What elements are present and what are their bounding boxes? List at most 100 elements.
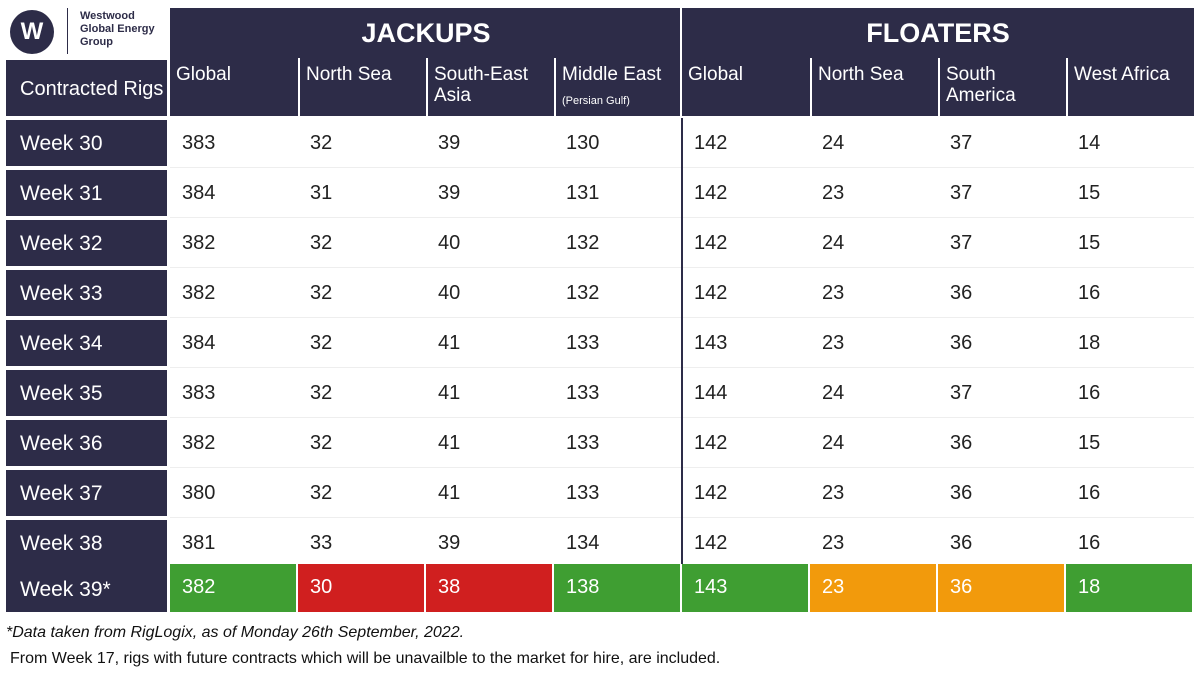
table-cell: 23: [822, 182, 845, 204]
table-cell: 23: [822, 482, 845, 504]
table-cell: 31: [310, 182, 333, 204]
column-label: Global: [176, 64, 231, 85]
column-label: North Sea: [818, 64, 904, 85]
logo-mark: W: [10, 10, 54, 54]
table-cell: 142: [694, 532, 728, 554]
table-cell: 15: [1078, 432, 1101, 454]
row-label: Week 32: [6, 220, 167, 266]
table-cell: 134: [566, 532, 600, 554]
table-cell: 32: [310, 332, 333, 354]
column-header: North Sea: [810, 58, 934, 116]
table-cell: 16: [1078, 282, 1101, 304]
table-cell: 382: [170, 564, 298, 612]
table-cell: 32: [310, 382, 333, 404]
table-cell: 23: [822, 282, 845, 304]
table-cell: 144: [694, 382, 728, 404]
row-label: Week 36: [6, 420, 167, 466]
row-label: Week 39*: [6, 566, 167, 612]
column-header: Global: [170, 58, 294, 116]
table-cell: 24: [822, 232, 845, 254]
table-cell: 142: [694, 282, 728, 304]
table-cell: 32: [310, 232, 333, 254]
table-cell: 18: [1078, 332, 1101, 354]
table-cell: 39: [438, 132, 461, 154]
table-cell: 16: [1078, 482, 1101, 504]
table-cell: 24: [822, 432, 845, 454]
column-label: Middle East: [562, 64, 662, 85]
row-label: Week 34: [6, 320, 167, 366]
table-cell: 41: [438, 482, 461, 504]
table-cell: 40: [438, 232, 461, 254]
table-cell: 142: [694, 132, 728, 154]
logo-text: Global Energy: [80, 23, 155, 35]
table-cell: 23: [810, 564, 938, 612]
column-header: South America: [938, 58, 1062, 116]
table-cell: 133: [566, 482, 600, 504]
column-header: Middle East (Persian Gulf): [554, 58, 678, 116]
header-band: [170, 8, 680, 116]
table-cell: 143: [694, 332, 728, 354]
table-cell: 16: [1078, 532, 1101, 554]
footnote: From Week 17, rigs with future contracts…: [10, 650, 721, 667]
row-label: Week 38: [6, 520, 167, 566]
table-cell: 133: [566, 432, 600, 454]
table-cell: 384: [182, 182, 216, 204]
table-cell: 36: [950, 432, 973, 454]
table-cell: 36: [950, 482, 973, 504]
table-cell: 39: [438, 532, 461, 554]
table-cell: 133: [566, 332, 600, 354]
table-cell: 39: [438, 182, 461, 204]
logo-text: Group: [80, 36, 113, 48]
table-cell: 16: [1078, 382, 1101, 404]
table-cell: 37: [950, 382, 973, 404]
row-label: Week 30: [6, 120, 167, 166]
table-cell: 41: [438, 432, 461, 454]
table-cell: 37: [950, 232, 973, 254]
table-cell: 384: [182, 332, 216, 354]
table-cell: 138: [554, 564, 682, 612]
table-cell: 38: [426, 564, 554, 612]
table-cell: 23: [822, 532, 845, 554]
column-label: Global: [688, 64, 743, 85]
table-cell: 142: [694, 432, 728, 454]
column-label: West Africa: [1074, 64, 1170, 85]
column-label: South America: [946, 64, 1016, 106]
table-cell: 18: [1066, 564, 1194, 612]
table-cell: 381: [182, 532, 216, 554]
row-label: Week 31: [6, 170, 167, 216]
table-cell: 143: [682, 564, 810, 612]
logo-divider: [67, 8, 68, 54]
table-cell: 36: [950, 332, 973, 354]
row-label: Week 35: [6, 370, 167, 416]
column-label: South-East Asia: [434, 64, 528, 106]
table-cell: 380: [182, 482, 216, 504]
column-header: Global: [682, 58, 806, 116]
table-cell: 41: [438, 382, 461, 404]
column-label: North Sea: [306, 64, 392, 85]
group-header: FLOATERS: [866, 18, 1010, 48]
logo-text: Westwood: [80, 10, 135, 22]
table-cell: 383: [182, 132, 216, 154]
table-cell: 24: [822, 132, 845, 154]
table-cell: 133: [566, 382, 600, 404]
table-cell: 15: [1078, 232, 1101, 254]
table-cell: 30: [298, 564, 426, 612]
table-cell: 14: [1078, 132, 1101, 154]
table-cell: 142: [694, 182, 728, 204]
table-cell: 32: [310, 432, 333, 454]
table-cell: 37: [950, 182, 973, 204]
table-cell: 130: [566, 132, 600, 154]
group-divider: [681, 118, 683, 564]
table-cell: 142: [694, 232, 728, 254]
table-cell: 41: [438, 332, 461, 354]
row-label: Week 37: [6, 470, 167, 516]
table-cell: 32: [310, 132, 333, 154]
table-cell: 382: [182, 282, 216, 304]
column-header: South-East Asia: [426, 58, 550, 116]
table-cell: 36: [950, 282, 973, 304]
table-cell: 32: [310, 482, 333, 504]
table-cell: 40: [438, 282, 461, 304]
table-cell: 132: [566, 282, 600, 304]
table-cell: 24: [822, 382, 845, 404]
